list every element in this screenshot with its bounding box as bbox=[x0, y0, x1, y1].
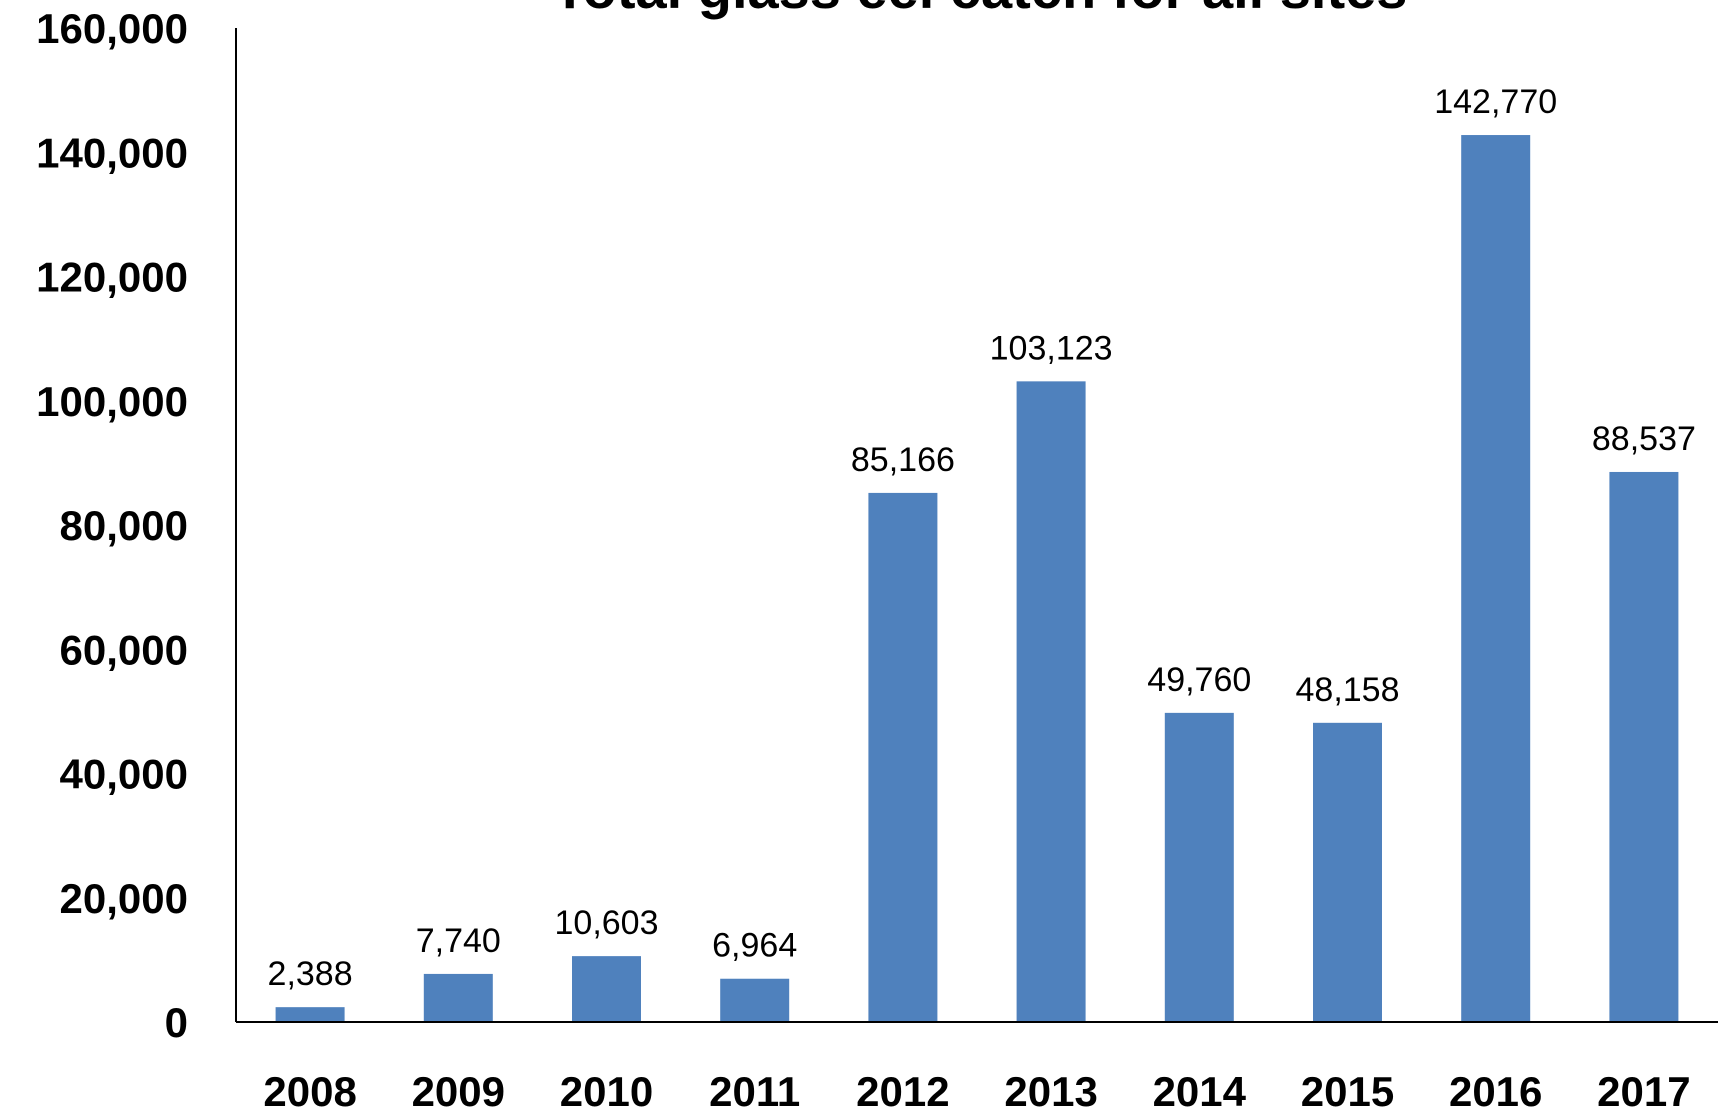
y-tick-label: 140,000 bbox=[36, 129, 188, 176]
y-axis-ticks: 0 20,000 40,000 60,000 80,000 100,000 120,000 1… bbox=[36, 5, 188, 1046]
data-label-2014: 49,760 bbox=[1147, 661, 1251, 699]
y-tick-label: 40,000 bbox=[60, 751, 188, 798]
bar-2011 bbox=[720, 978, 790, 1022]
data-label-2015: 48,158 bbox=[1296, 671, 1400, 709]
y-tick-label: 160,000 bbox=[36, 5, 188, 52]
data-label-2009: 7,740 bbox=[416, 922, 501, 960]
x-tick-label-2013: 2013 bbox=[1004, 1068, 1097, 1112]
x-tick-label-2014: 2014 bbox=[1153, 1068, 1247, 1112]
x-tick-label-2015: 2015 bbox=[1301, 1068, 1394, 1112]
x-tick-label-2009: 2009 bbox=[412, 1068, 505, 1112]
bars bbox=[275, 135, 1679, 1023]
bar-2015 bbox=[1313, 722, 1382, 1022]
data-label-2016: 142,770 bbox=[1434, 83, 1557, 121]
x-tick-label-2011: 2011 bbox=[709, 1068, 800, 1112]
bar-2008 bbox=[275, 1007, 345, 1022]
bar-2009 bbox=[423, 973, 493, 1022]
data-labels: 2,388 7,740 10,603 6,964 85,166 103,123 49,760… bbox=[268, 83, 1696, 993]
bar-2010 bbox=[572, 956, 641, 1022]
x-tick-label-2012: 2012 bbox=[856, 1068, 949, 1112]
y-tick-label: 60,000 bbox=[60, 626, 188, 673]
x-axis-ticks: 2008 2009 2010 2011 2012 2013 2014 2015 2016 2017 bbox=[263, 1068, 1690, 1115]
x-tick-label-2017: 2017 bbox=[1597, 1068, 1690, 1112]
x-tick-label-2016: 2016 bbox=[1449, 1068, 1542, 1112]
bar-2014 bbox=[1164, 712, 1234, 1022]
data-label-2008: 2,388 bbox=[268, 955, 353, 993]
bar-2012 bbox=[868, 492, 938, 1022]
x-tick-label-2008: 2008 bbox=[263, 1068, 356, 1112]
y-tick-label: 120,000 bbox=[36, 254, 188, 301]
data-label-2011: 6,964 bbox=[712, 927, 797, 965]
data-label-2017: 88,537 bbox=[1592, 420, 1696, 458]
bar-2016 bbox=[1461, 135, 1531, 1022]
data-label-2013: 103,123 bbox=[990, 329, 1113, 367]
chart-title: Total glass eel catch for all sites bbox=[553, 0, 1408, 20]
bar-2013 bbox=[1016, 381, 1086, 1022]
x-tick-label-2010: 2010 bbox=[560, 1068, 653, 1112]
data-label-2012: 85,166 bbox=[851, 441, 955, 479]
y-tick-label: 0 bbox=[165, 999, 188, 1046]
data-label-2010: 10,603 bbox=[555, 904, 659, 942]
bar-2017 bbox=[1609, 471, 1679, 1023]
y-tick-label: 80,000 bbox=[60, 502, 188, 549]
y-tick-label: 100,000 bbox=[36, 378, 188, 425]
y-tick-label: 20,000 bbox=[60, 875, 188, 922]
